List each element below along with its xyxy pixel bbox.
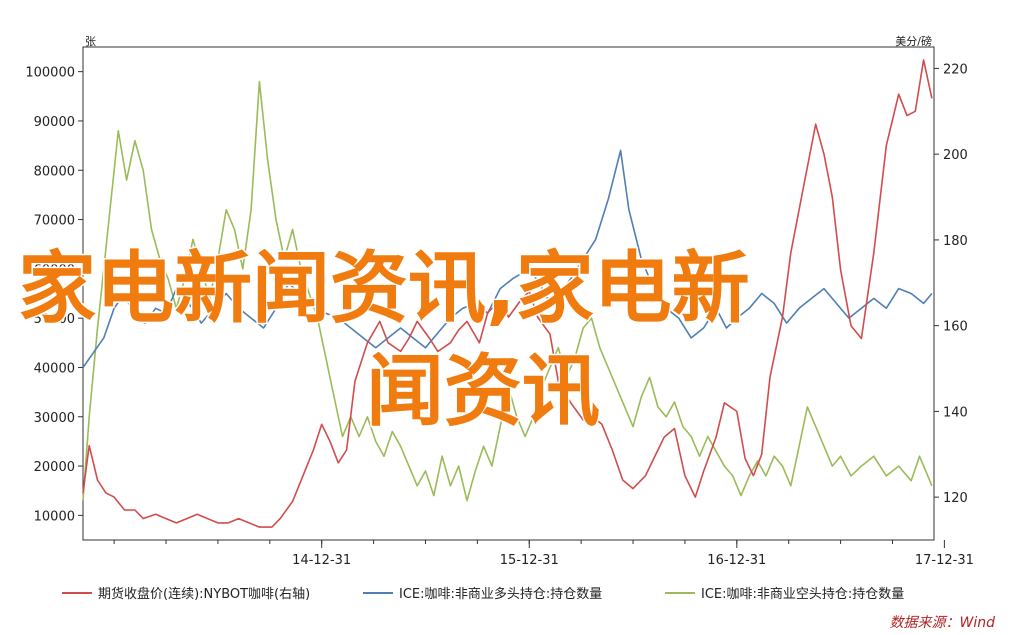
series-line-2	[82, 80, 933, 502]
series-lines	[82, 59, 933, 528]
x-axis: 14-12-31 15-12-31 16-12-31 17-12-31	[113, 540, 974, 568]
legend-label: ICE:咖啡:非商业空头持仓:持仓数量	[701, 587, 904, 602]
watermark-line-1: 家电新闻资讯,家电新	[18, 244, 750, 334]
plot-frame	[82, 46, 935, 541]
left-tick-label: 40000	[34, 361, 75, 376]
right-tick-label: 160	[943, 320, 968, 335]
right-tick-label: 180	[943, 234, 968, 249]
legend-label: 期货收盘价(连续):NYBOT咖啡(右轴)	[98, 586, 310, 602]
left-tick-label: 20000	[34, 460, 75, 475]
watermark-line-2: 闻资讯	[366, 347, 600, 437]
left-tick-label: 10000	[34, 509, 75, 524]
x-tick-label: 16-12-31	[707, 553, 766, 568]
series-line-1	[82, 149, 933, 368]
left-tick-label: 50000	[34, 312, 75, 327]
left-tick-label: 60000	[34, 263, 75, 278]
left-tick-label: 100000	[25, 66, 75, 81]
left-tick-label: 90000	[34, 115, 75, 130]
left-axis: 10000 20000 30000 40000 50000 60000 70000 80000…	[25, 66, 83, 524]
x-tick-label: 15-12-31	[500, 553, 559, 568]
legend-label: ICE:咖啡:非商业多头持仓:持仓数量	[399, 586, 602, 602]
right-tick-label: 120	[943, 491, 968, 506]
left-axis-unit: 张	[85, 35, 96, 48]
left-tick-label: 30000	[34, 411, 75, 426]
right-axis: 120 140 160 180 200 220	[934, 62, 968, 506]
source-label: 数据来源：Wind	[890, 615, 996, 631]
legend: 期货收盘价(连续):NYBOT咖啡(右轴) ICE:咖啡:非商业多头持仓:持仓数量…	[62, 586, 904, 602]
x-tick-label: 14-12-31	[292, 553, 351, 568]
series-line-0	[82, 59, 933, 528]
left-tick-label: 70000	[34, 214, 75, 229]
x-tick-label: 17-12-31	[915, 553, 974, 568]
right-tick-label: 220	[943, 62, 968, 77]
right-tick-label: 140	[943, 405, 968, 420]
right-axis-unit: 美分/磅	[895, 34, 932, 48]
right-tick-label: 200	[943, 148, 968, 163]
left-tick-label: 80000	[34, 164, 75, 179]
